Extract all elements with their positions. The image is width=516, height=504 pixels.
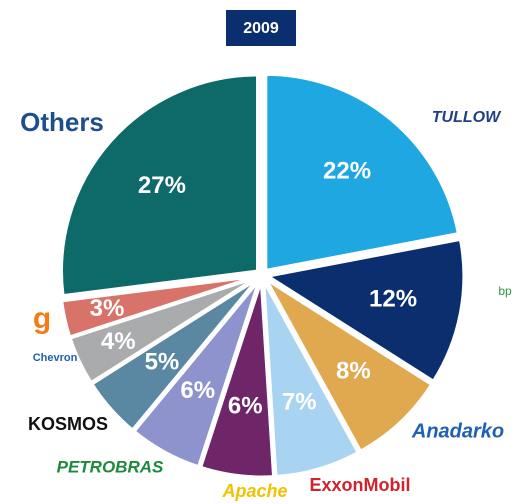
category-label: Anadarko — [411, 420, 504, 442]
category-label: Apache — [221, 481, 287, 501]
pie-slice — [264, 278, 434, 454]
slice-label: 27% — [138, 172, 186, 199]
pie-slice — [89, 277, 259, 433]
slice-label: 12% — [369, 285, 417, 312]
category-label: g — [33, 302, 51, 335]
slice-label: 6% — [228, 393, 263, 420]
slice-label: 5% — [145, 349, 180, 376]
category-label: Others — [20, 107, 104, 137]
category-label: TULLOW — [432, 109, 502, 126]
pie-slice — [264, 72, 461, 273]
category-label: KOSMOS — [28, 414, 108, 434]
category-label: PETROBRAS — [57, 457, 164, 476]
category-label: bp — [498, 284, 512, 298]
pie-slice — [198, 280, 276, 479]
pie-slice — [60, 73, 259, 298]
slice-label: 8% — [336, 358, 371, 385]
slice-label: 6% — [180, 377, 215, 404]
pie-slice — [132, 279, 261, 469]
pie-slice — [263, 237, 466, 384]
slice-label: 7% — [282, 388, 317, 415]
chart-title: 2009 — [243, 20, 279, 37]
pie-slice — [262, 280, 361, 478]
pie-slice — [60, 274, 257, 339]
slice-label: 3% — [90, 295, 125, 322]
slice-label: 4% — [101, 328, 136, 355]
slice-label: 22% — [323, 158, 371, 185]
category-label: Chevron — [33, 352, 78, 364]
title-box — [226, 10, 296, 46]
category-label: ExxonMobil — [309, 475, 410, 495]
